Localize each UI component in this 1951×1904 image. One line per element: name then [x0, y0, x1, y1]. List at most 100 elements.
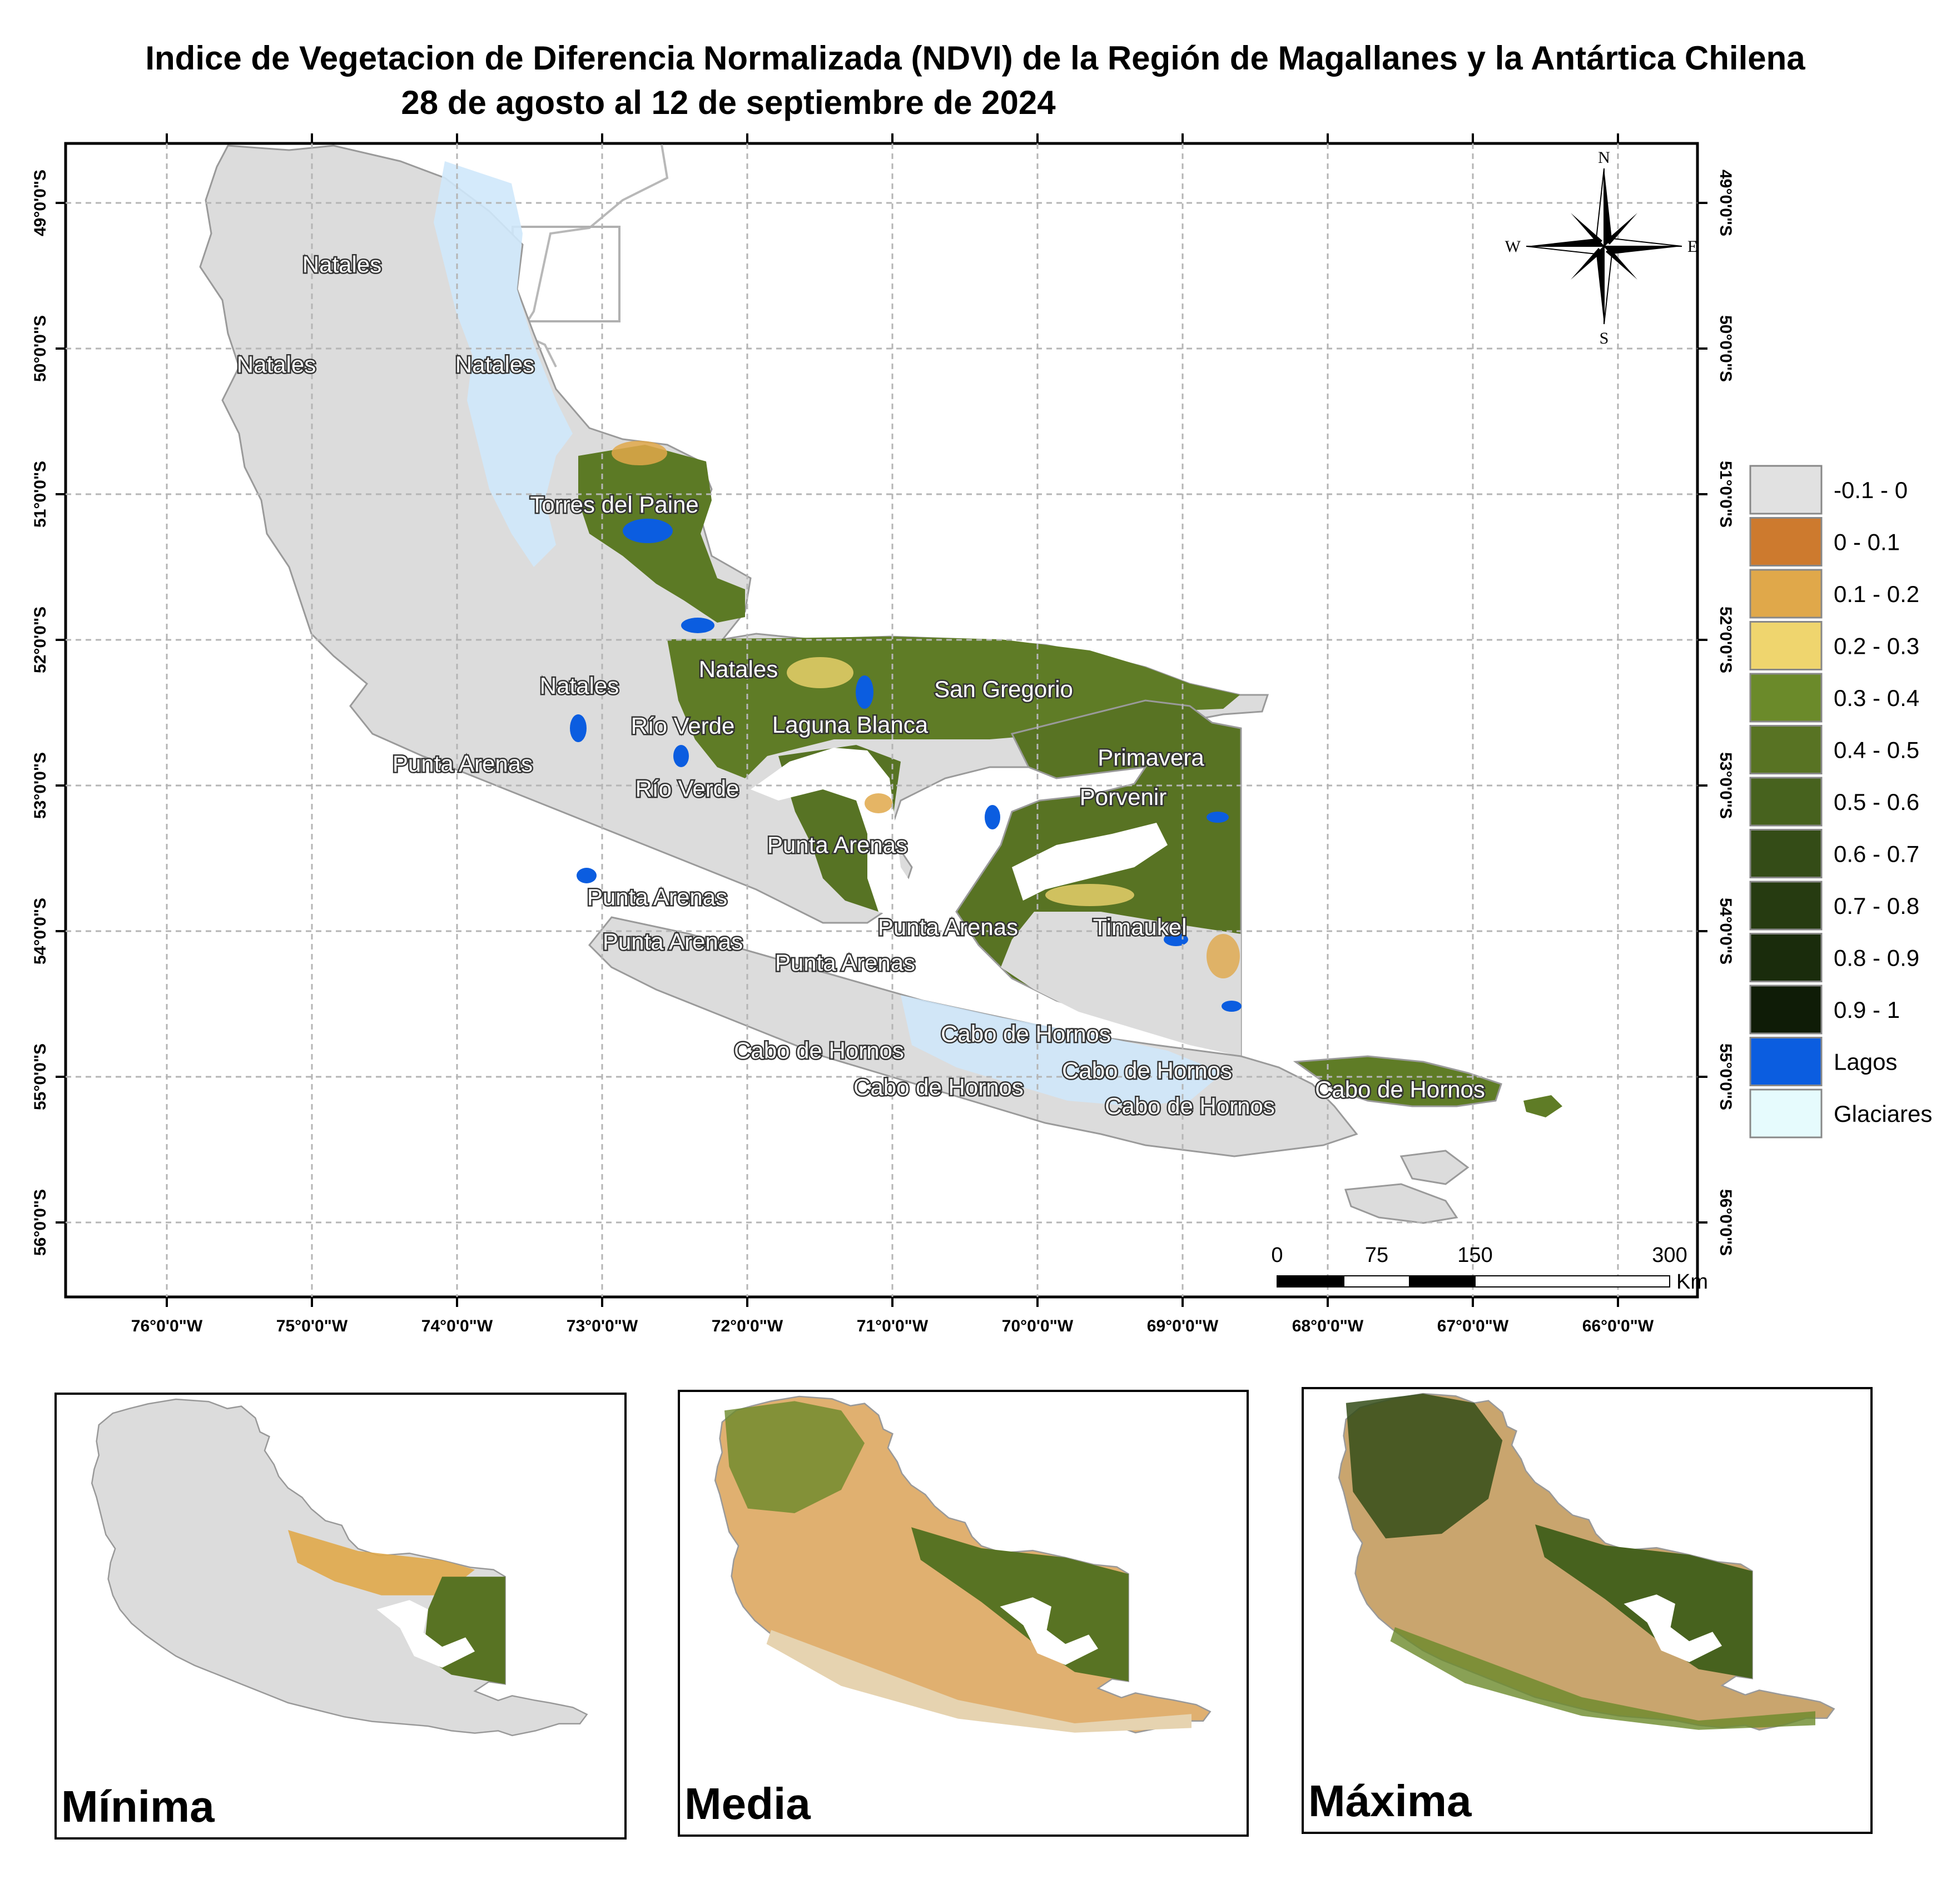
legend-swatch	[1749, 829, 1823, 878]
latitude-label: 52°0'0"S	[1716, 607, 1735, 673]
inset-label: Máxima	[1308, 1776, 1472, 1826]
inset-map-minima	[91, 1398, 588, 1737]
inset-label: Mínima	[61, 1782, 215, 1831]
main-map: 76°0'0"W 75°0'0"W 74°0'0"W 73°0'0"W 72°0…	[31, 133, 1735, 1335]
inset-minima: Mínima	[54, 1393, 627, 1840]
place-label: Punta Arenas	[603, 928, 743, 955]
lake-mainland-3	[577, 868, 597, 883]
latitude-labels-right: 49°0'0"S 50°0'0"S 51°0'0"S 52°0'0"S 53°0…	[1716, 170, 1735, 1256]
tierra-del-fuego-mountains	[1001, 912, 1241, 1056]
place-label: Natales	[699, 656, 778, 682]
latitude-label: 49°0'0"S	[1716, 170, 1735, 236]
scale-segment	[1277, 1275, 1344, 1287]
latitude-label: 56°0'0"S	[1716, 1189, 1735, 1256]
latitude-label: 54°0'0"S	[31, 898, 49, 965]
lake-mainland-2	[673, 745, 689, 767]
scale-segment	[1409, 1275, 1476, 1287]
inset-map-media	[714, 1395, 1211, 1734]
inset-natales-green	[724, 1401, 865, 1513]
latitude-label: 50°0'0"S	[31, 315, 49, 382]
latitude-label: 51°0'0"S	[31, 461, 49, 528]
legend-swatch	[1749, 517, 1823, 566]
compass-point	[1596, 246, 1604, 324]
legend-swatch	[1749, 673, 1823, 723]
place-label: Natales	[455, 351, 534, 377]
scale-tick-label: 300	[1652, 1244, 1687, 1267]
scale-bar: 0 75 150 300 Km	[1271, 1244, 1708, 1294]
longitude-label: 70°0'0"W	[1002, 1317, 1074, 1335]
latitude-label: 54°0'0"S	[1716, 898, 1735, 965]
scale-tick-label: 150	[1457, 1244, 1492, 1267]
low-ndvi-patch	[865, 793, 892, 813]
compass-point	[1604, 168, 1612, 246]
map-title-line2: 28 de agosto al 12 de septiembre de 2024	[401, 84, 1056, 121]
place-label: Natales	[302, 251, 381, 277]
latitude-label: 51°0'0"S	[1716, 461, 1735, 528]
place-label: Cabo de Hornos	[853, 1074, 1024, 1100]
compass-point	[1571, 248, 1602, 280]
legend-swatch	[1749, 881, 1823, 931]
legend-swatch	[1749, 1088, 1823, 1139]
place-label: Torres del Paine	[530, 491, 699, 518]
place-label: San Gregorio	[934, 676, 1073, 702]
longitude-label: 69°0'0"W	[1147, 1317, 1219, 1335]
place-label: Primavera	[1098, 744, 1204, 770]
place-label: Cabo de Hornos	[1315, 1076, 1485, 1102]
legend-label: 0.5 - 0.6	[1834, 789, 1919, 815]
legend-label: 0.9 - 1	[1834, 997, 1900, 1023]
legend-label: 0.8 - 0.9	[1834, 945, 1919, 971]
longitude-label: 68°0'0"W	[1292, 1317, 1364, 1335]
southern-islands-ice	[901, 995, 1223, 1106]
lake-tdf-4	[985, 805, 1000, 829]
inset-natales-green	[1346, 1394, 1503, 1539]
latitude-label: 50°0'0"S	[1716, 315, 1735, 382]
compass-south-label: S	[1600, 329, 1609, 347]
legend-label: 0.7 - 0.8	[1834, 893, 1919, 919]
lake-blanca	[856, 675, 873, 709]
inset-south-grey	[766, 1630, 1192, 1733]
lake-tdf-3	[1222, 1001, 1242, 1012]
place-label: Natales	[540, 673, 619, 699]
inset-strait	[1624, 1594, 1722, 1662]
legend-label: Glaciares	[1834, 1101, 1932, 1127]
low-ndvi-patch	[612, 441, 667, 465]
longitude-label: 72°0'0"W	[712, 1317, 783, 1335]
latitude-label: 53°0'0"S	[1716, 752, 1735, 819]
latitude-label: 55°0'0"S	[31, 1043, 49, 1110]
compass-point	[1571, 213, 1602, 245]
east-islet-2	[1399, 1150, 1470, 1185]
legend-swatch	[1749, 777, 1823, 827]
legend-label: -0.1 - 0	[1834, 477, 1908, 503]
lake-sarmiento	[681, 618, 714, 633]
navarino-island	[1293, 1055, 1502, 1107]
longitude-label: 73°0'0"W	[567, 1317, 638, 1335]
graticule	[66, 143, 1697, 1297]
place-label: Porvenir	[1080, 784, 1166, 810]
longitude-label: 67°0'0"W	[1437, 1317, 1509, 1335]
compass-point	[1604, 246, 1682, 254]
low-ndvi-patch	[1045, 884, 1134, 906]
lake-tdf-1	[1207, 812, 1229, 823]
place-label: Punta Arenas	[878, 914, 1018, 940]
legend-label: 0.4 - 0.5	[1834, 737, 1919, 763]
inset-steppe-low	[288, 1530, 475, 1595]
place-label: Cabo de Hornos	[1105, 1093, 1275, 1119]
place-label: Cabo de Hornos	[734, 1037, 904, 1063]
scale-tick-label: 75	[1365, 1244, 1388, 1267]
longitude-labels: 76°0'0"W 75°0'0"W 74°0'0"W 73°0'0"W 72°0…	[131, 1317, 1654, 1335]
compass-star-icon	[1526, 168, 1682, 325]
legend-swatch	[1749, 933, 1823, 982]
inset-media: Media	[678, 1390, 1249, 1837]
longitude-label: 76°0'0"W	[131, 1317, 203, 1335]
legend-label: 0.3 - 0.4	[1834, 685, 1919, 711]
south-islet	[1344, 1183, 1458, 1224]
legend-label: 0 - 0.1	[1834, 529, 1900, 555]
place-label: Río Verde	[636, 775, 739, 802]
strait-of-magellan	[751, 748, 1168, 923]
longitude-label: 74°0'0"W	[421, 1317, 493, 1335]
inset-strait	[1000, 1597, 1098, 1665]
place-label: Laguna Blanca	[772, 712, 929, 738]
legend-swatch	[1749, 621, 1823, 670]
east-islet-1	[1523, 1095, 1562, 1117]
southern-ice-field	[434, 161, 573, 567]
